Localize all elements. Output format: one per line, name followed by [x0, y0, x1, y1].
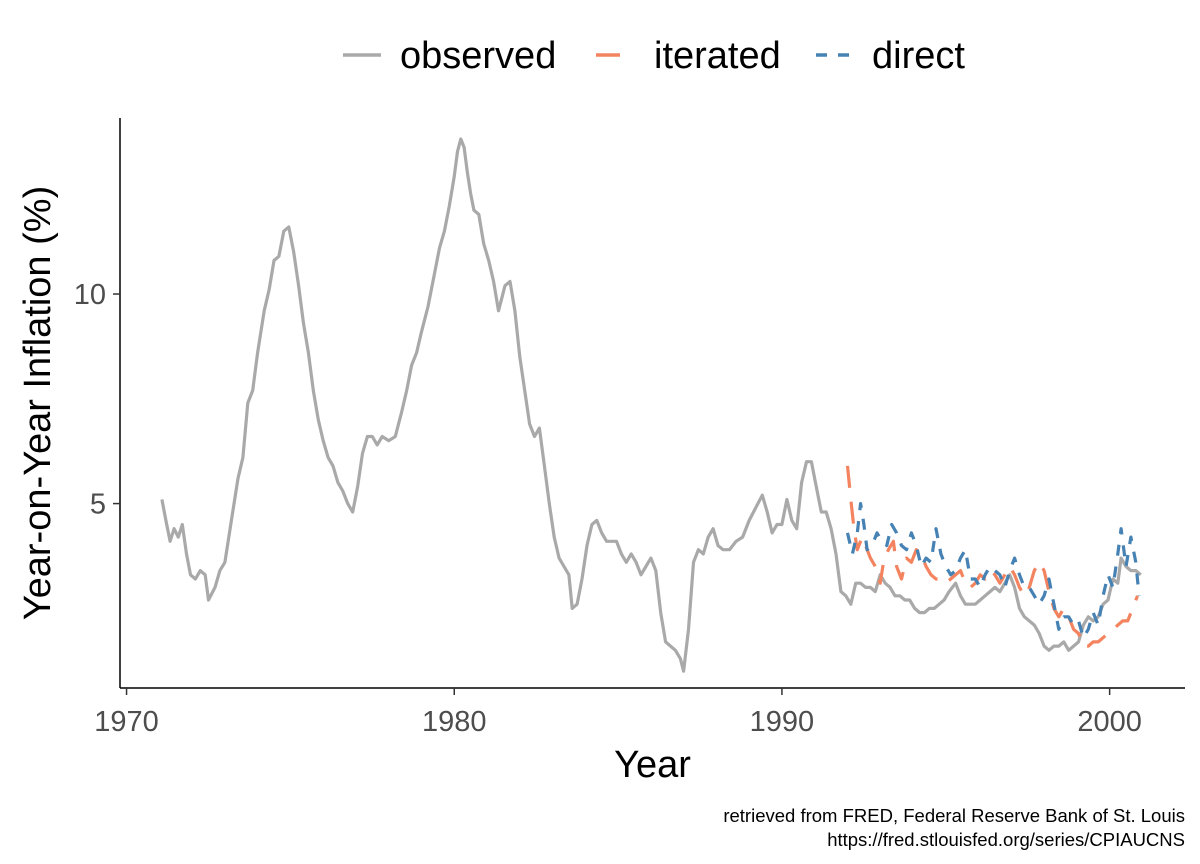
- legend-label-direct: direct: [872, 35, 965, 77]
- y-axis-title: Year-on-Year Inflation (%): [17, 186, 59, 620]
- x-tick-label: 1990: [750, 706, 815, 738]
- y-ticks: 5 10: [74, 279, 120, 521]
- x-tick-label: 2000: [1077, 706, 1142, 738]
- series-layer: [160, 137, 1142, 673]
- x-tick-label: 1980: [422, 706, 487, 738]
- x-tick-label: 1970: [94, 706, 159, 738]
- axes: [119, 118, 1185, 689]
- series-line-observed: [160, 137, 1142, 673]
- x-axis-title: Year: [614, 744, 691, 786]
- legend-label-observed: observed: [400, 35, 556, 77]
- caption-source: retrieved from FRED, Federal Reserve Ban…: [723, 805, 1185, 826]
- legend: observed iterated direct: [343, 35, 965, 77]
- y-tick-label: 10: [74, 279, 106, 311]
- series-line-direct: [845, 502, 1141, 640]
- caption-url: https://fred.stlouisfed.org/series/CPIAU…: [827, 829, 1185, 850]
- x-ticks: 1970 1980 1990 2000: [94, 688, 1142, 738]
- series-line-iterated: [845, 465, 1139, 648]
- y-tick-label: 5: [90, 489, 106, 521]
- legend-label-iterated: iterated: [654, 35, 781, 77]
